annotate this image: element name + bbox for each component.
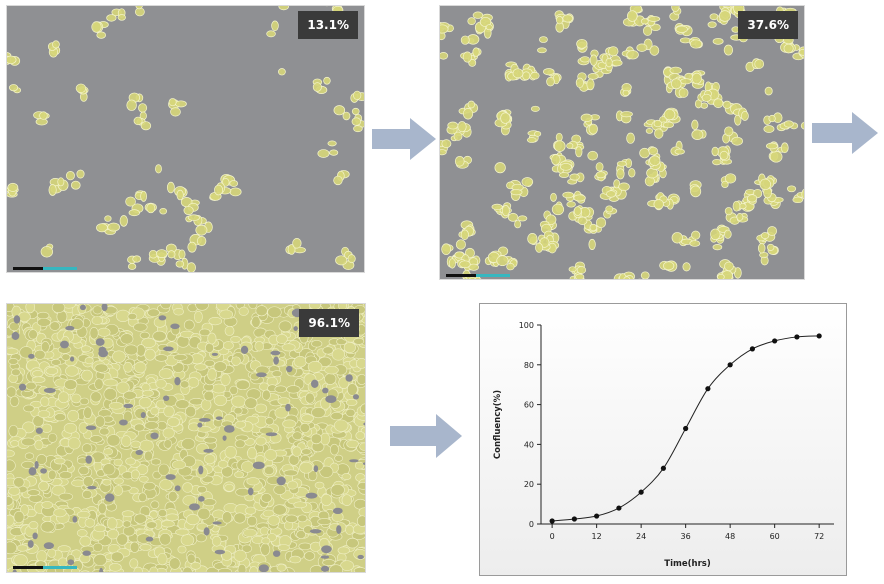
data-point — [549, 518, 555, 524]
x-tick-label: 36 — [681, 532, 691, 541]
data-point — [594, 513, 600, 519]
confluency-line-chart: Confluency(%) Time(hrs) 0 20 40 60 80 100 0 12 2… — [493, 321, 834, 569]
data-point — [794, 334, 800, 340]
x-tick-label: 12 — [592, 532, 602, 541]
data-point — [638, 489, 644, 495]
x-tick-label: 24 — [636, 532, 646, 541]
confluence-badge: 13.1% — [298, 11, 358, 39]
y-axis-label: Confluency(%) — [493, 390, 503, 459]
y-tick-label: 60 — [524, 401, 534, 410]
microscopy-panel-1: 13.1% — [6, 5, 365, 273]
data-point — [816, 333, 822, 339]
confluency-chart: Confluency(%) Time(hrs) 0 20 40 60 80 100 0 12 2… — [479, 303, 847, 576]
data-point — [660, 465, 666, 471]
data-point — [616, 505, 622, 511]
x-tick-label: 72 — [814, 532, 824, 541]
data-point — [727, 362, 733, 368]
cell-mask-overlay — [7, 304, 365, 572]
data-point — [772, 338, 778, 344]
right-arrow-icon — [812, 112, 878, 154]
confluence-badge: 37.6% — [738, 11, 798, 39]
cell-mask-overlay — [7, 6, 364, 272]
right-arrow-icon — [372, 118, 436, 160]
y-tick-label: 0 — [529, 520, 534, 529]
x-tick-label: 48 — [725, 532, 735, 541]
data-point — [571, 516, 577, 522]
y-tick-label: 40 — [524, 440, 534, 449]
data-point — [749, 346, 756, 352]
confluence-badge: 96.1% — [299, 309, 359, 337]
data-point — [683, 425, 689, 432]
microscopy-panel-3: 96.1% — [6, 303, 366, 573]
x-tick-label: 60 — [770, 532, 780, 541]
x-axis-label: Time(hrs) — [664, 559, 711, 569]
microscopy-panel-2: 37.6% — [439, 5, 805, 280]
x-tick-label: 0 — [550, 532, 555, 541]
cell-mask-overlay — [440, 6, 804, 279]
y-tick-label: 80 — [524, 361, 534, 370]
data-point — [705, 386, 711, 392]
y-tick-label: 20 — [524, 480, 534, 489]
y-tick-label: 100 — [519, 321, 534, 330]
right-arrow-icon — [390, 414, 462, 458]
